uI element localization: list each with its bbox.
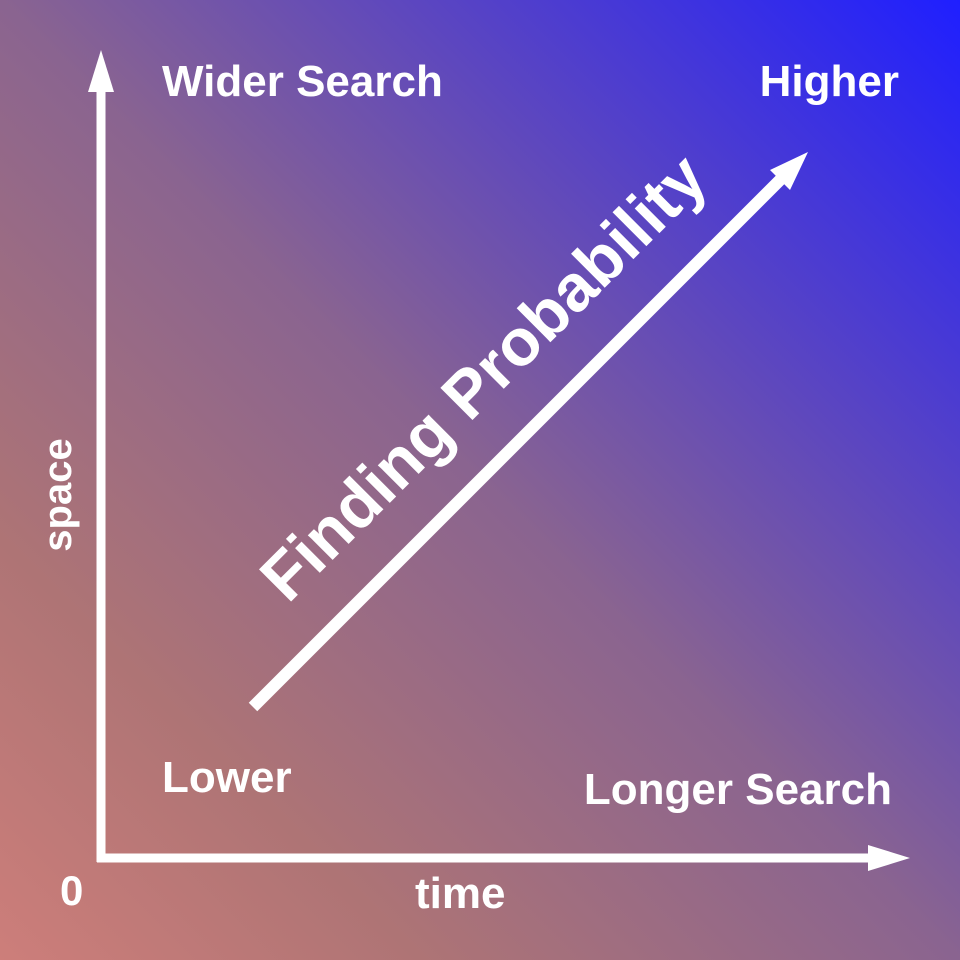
label-longer-search: Longer Search [583,765,892,814]
label-lower: Lower [162,753,292,802]
label-higher: Higher [759,57,899,106]
label-wider-search: Wider Search [162,57,443,106]
y-axis-label: space [36,438,80,552]
x-axis-arrowhead [868,845,910,871]
label-origin: 0 [60,867,84,914]
x-axis-label: time [415,869,506,918]
y-axis-arrowhead [88,50,114,92]
probability-arrowhead [770,152,808,190]
probability-arrow-line [248,174,786,712]
